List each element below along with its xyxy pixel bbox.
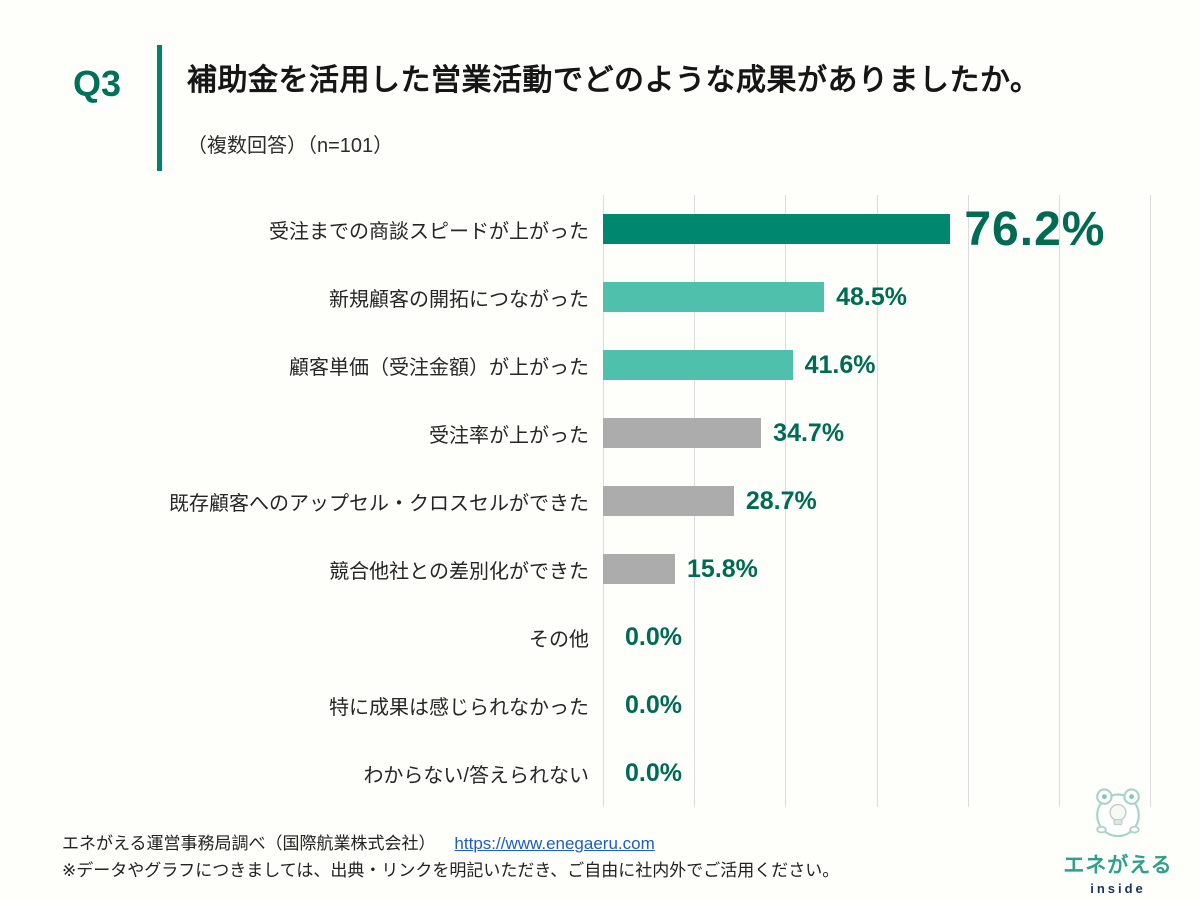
chart-row: 顧客単価（受注金額）が上がった 41.6% <box>0 331 1200 399</box>
chart-row: 受注までの商談スピードが上がった 76.2% <box>0 195 1200 263</box>
bar <box>603 418 762 448</box>
chart-row: その他 0.0% <box>0 603 1200 671</box>
value-label: 48.5% <box>836 282 907 311</box>
category-label: 受注率が上がった <box>429 424 589 447</box>
question-number: Q3 <box>73 63 122 104</box>
gridline <box>1150 195 1151 807</box>
chart-rows: 受注までの商談スピードが上がった 76.2% 新規顧客の開拓につながった 48.… <box>0 195 1200 807</box>
chart-row: わからない/答えられない 0.0% <box>0 739 1200 807</box>
chart-row: 受注率が上がった 34.7% <box>0 399 1200 467</box>
chart-row: 特に成果は感じられなかった 0.0% <box>0 671 1200 739</box>
bar-area: 34.7% <box>603 418 1150 448</box>
category-label: 顧客単価（受注金額）が上がった <box>289 356 589 379</box>
source-text: エネがえる運営事務局調べ（国際航業株式会社） <box>62 834 436 853</box>
value-label: 76.2% <box>964 202 1106 256</box>
gridline <box>785 195 787 807</box>
value-label: 41.6% <box>804 350 876 379</box>
header: Q3 補助金を活用した営業活動でどのような成果がありましたか。 （複数回答）（n… <box>73 45 1040 171</box>
source-spacer <box>440 834 449 853</box>
bar-area: 15.8% <box>603 554 1150 584</box>
value-label: 0.0% <box>625 622 682 651</box>
category-label: 新規顧客の開拓につながった <box>329 288 589 311</box>
bar-chart: 受注までの商談スピードが上がった 76.2% 新規顧客の開拓につながった 48.… <box>0 195 1200 807</box>
value-label: 0.0% <box>625 690 682 719</box>
gridline <box>1058 195 1060 807</box>
source-line: エネがえる運営事務局調べ（国際航業株式会社） https://www.enega… <box>62 830 839 857</box>
header-text: 補助金を活用した営業活動でどのような成果がありましたか。 （複数回答）（n=10… <box>162 45 1040 171</box>
bar-area: 41.6% <box>603 350 1150 380</box>
bar <box>603 282 825 312</box>
category-label: その他 <box>529 628 589 651</box>
brand-logo: エネがえる inside <box>1052 778 1184 896</box>
accent-rule <box>157 45 162 171</box>
value-label: 15.8% <box>687 554 758 583</box>
value-label: 0.0% <box>625 758 682 787</box>
category-label: 受注までの商談スピードが上がった <box>269 220 589 243</box>
source-link[interactable]: https://www.enegaeru.com <box>454 834 655 853</box>
bar <box>603 350 793 380</box>
bar-area: 0.0% <box>603 759 1150 788</box>
bar <box>603 214 951 244</box>
value-label: 28.7% <box>745 486 817 515</box>
brand-subtitle: inside <box>1090 881 1146 896</box>
bar-area: 0.0% <box>603 623 1150 652</box>
footer: エネがえる運営事務局調べ（国際航業株式会社） https://www.enega… <box>62 830 839 884</box>
chart-row: 競合他社との差別化ができた 15.8% <box>0 535 1200 603</box>
gridline <box>876 195 878 807</box>
category-label: 既存顧客へのアップセル・クロスセルができた <box>169 492 589 515</box>
chart-row: 既存顧客へのアップセル・クロスセルができた 28.7% <box>0 467 1200 535</box>
category-label: 競合他社との差別化ができた <box>329 560 589 583</box>
bar <box>603 486 734 516</box>
usage-note: ※データやグラフにつきましては、出典・リンクを明記いただき、ご自由に社内外でご活… <box>62 861 840 881</box>
bar <box>603 554 676 584</box>
bar-area: 28.7% <box>603 486 1150 516</box>
survey-meta: （複数回答）（n=101） <box>187 135 394 157</box>
brand-name: エネがえる <box>1063 854 1173 877</box>
gridline <box>967 195 969 807</box>
value-label: 34.7% <box>773 418 845 447</box>
chart-row: 新規顧客の開拓につながった 48.5% <box>0 263 1200 331</box>
bar-area: 48.5% <box>603 282 1150 312</box>
bar-area: 76.2% <box>603 202 1150 257</box>
category-label: 特に成果は感じられなかった <box>329 696 589 719</box>
bar-area: 0.0% <box>603 691 1150 720</box>
page-title: 補助金を活用した営業活動でどのような成果がありましたか。 <box>187 64 1041 97</box>
frog-mascot-icon <box>1082 788 1154 848</box>
category-label: わからない/答えられない <box>363 764 589 787</box>
